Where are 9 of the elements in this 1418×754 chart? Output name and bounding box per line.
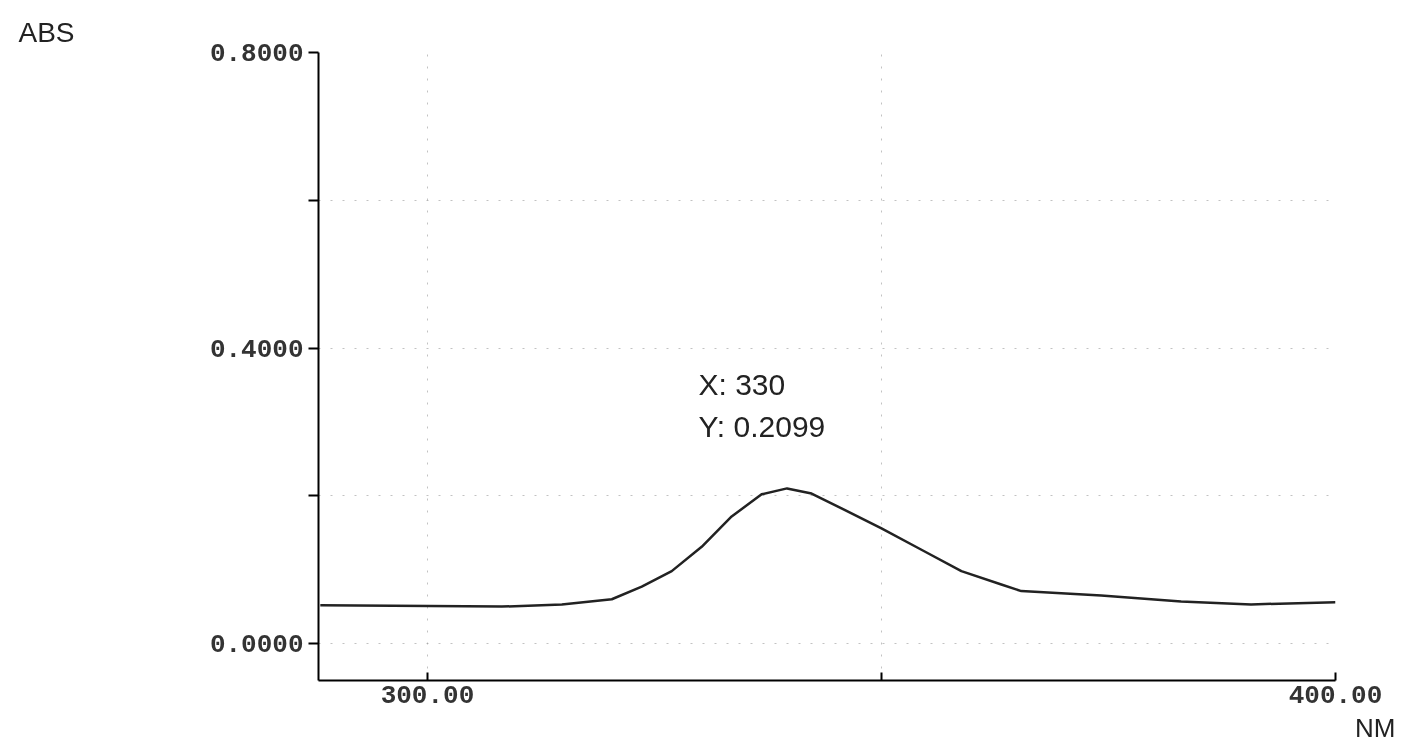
annotation: X: 330 Y: 0.2099 bbox=[698, 367, 826, 444]
x-tick-label: 300.00 bbox=[380, 680, 475, 711]
y-axis-title: ABS bbox=[18, 16, 75, 48]
x-tick-label: 400.00 bbox=[1288, 680, 1383, 711]
line-series bbox=[319, 487, 1336, 608]
y-tick-label: 0.8000 bbox=[209, 39, 304, 69]
y-tick-label: 0.0000 bbox=[209, 630, 304, 661]
x-axis-title: NM bbox=[1355, 712, 1396, 743]
y-tick-label: 0.4000 bbox=[209, 334, 304, 365]
